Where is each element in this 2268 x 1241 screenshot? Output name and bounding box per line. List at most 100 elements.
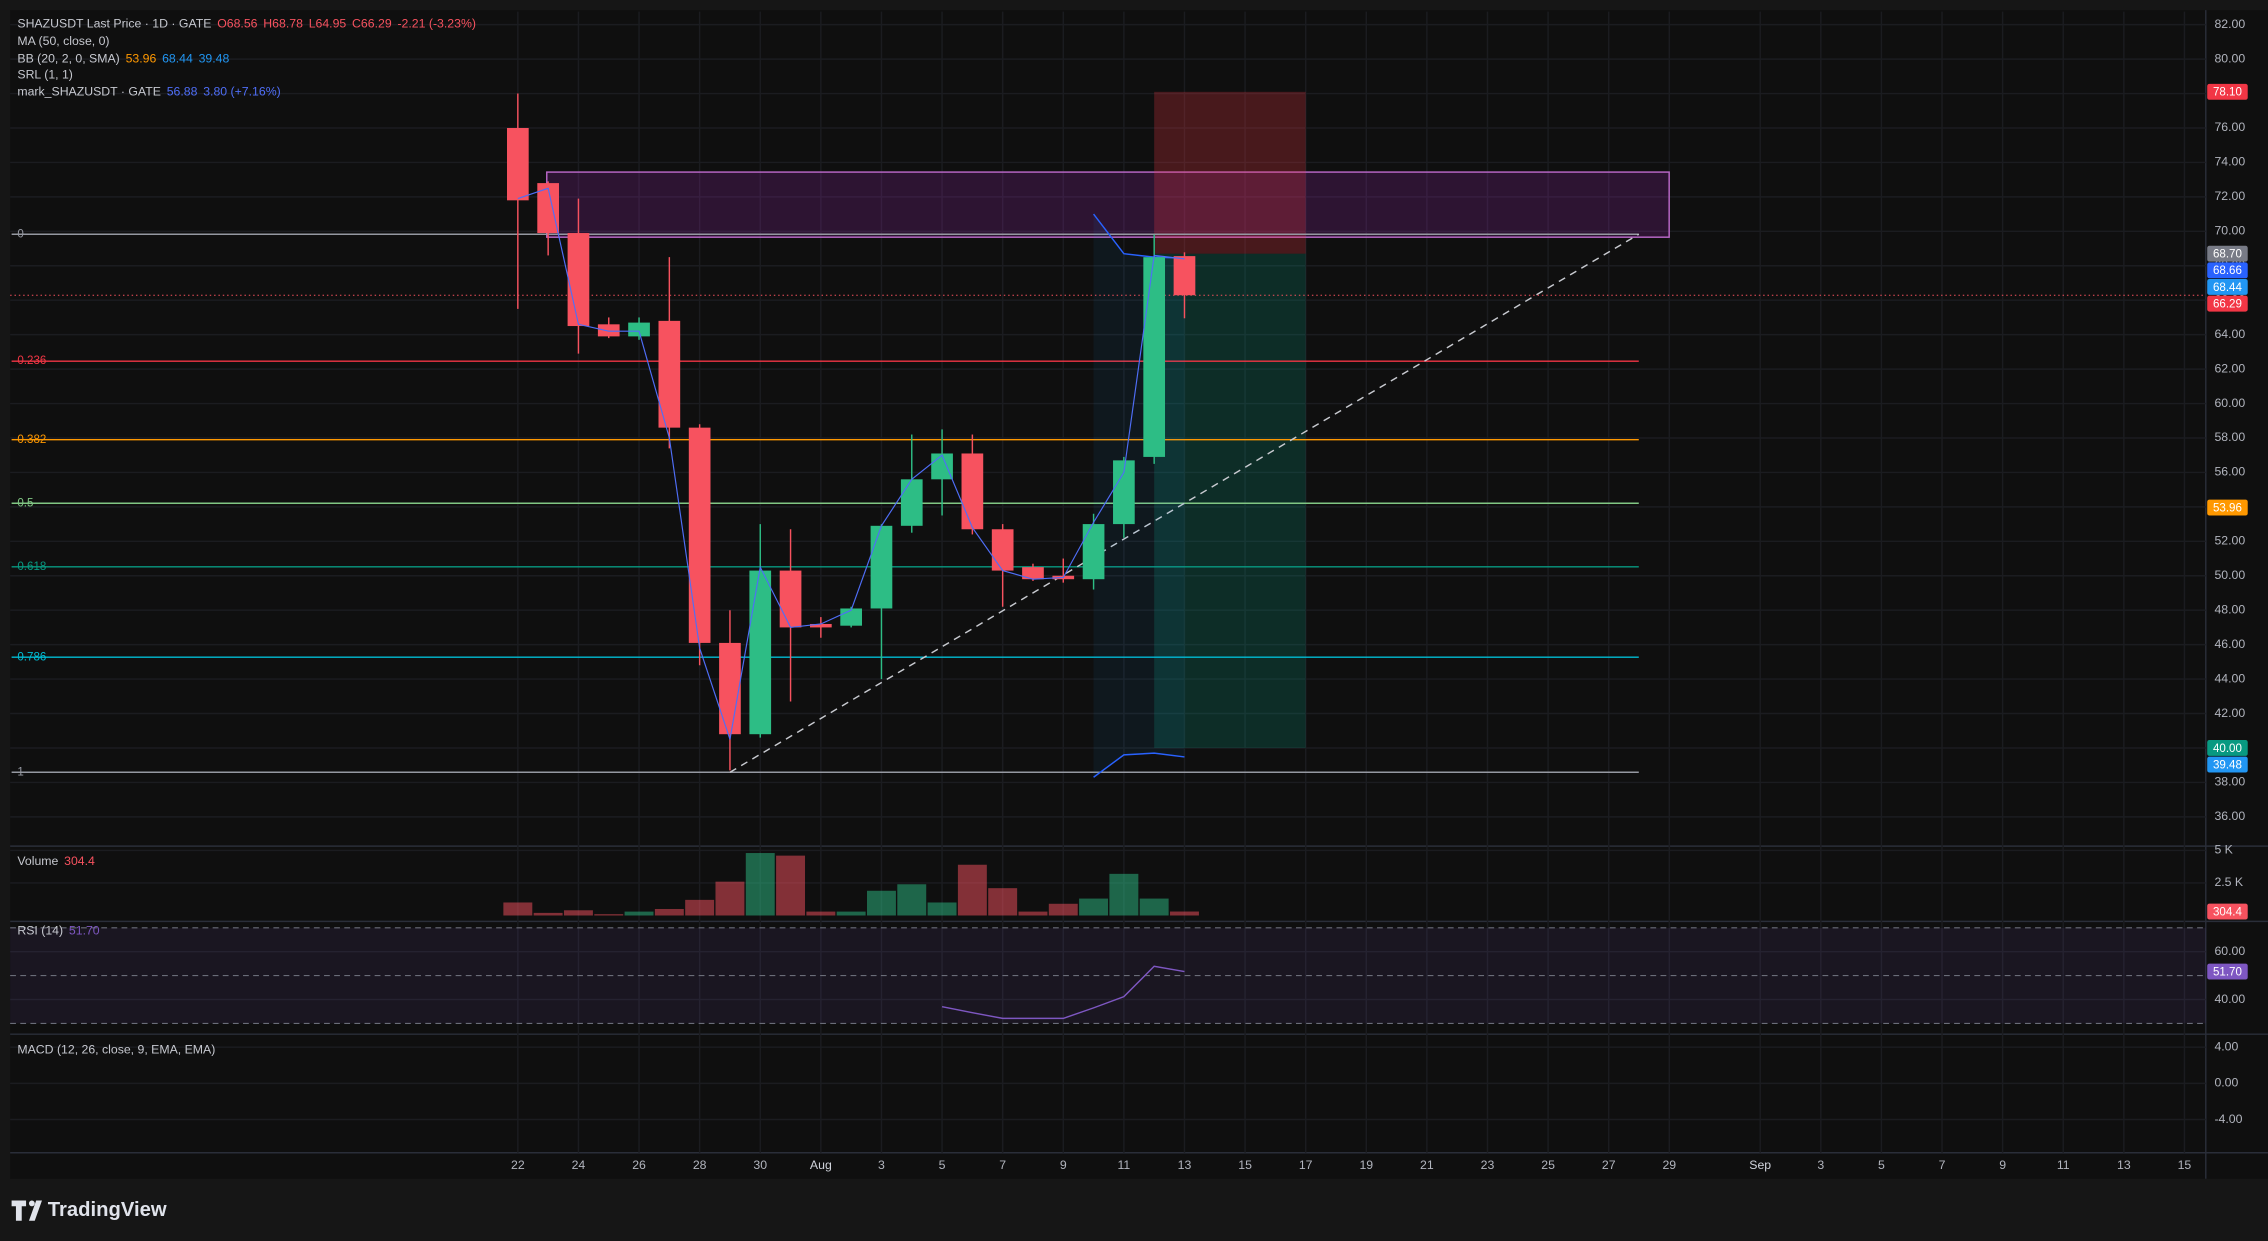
y-tick-label: 5 K	[2214, 843, 2233, 857]
bb-fill	[1093, 214, 1185, 778]
candle-body	[749, 570, 772, 735]
bb-lower	[1093, 752, 1185, 778]
x-tick-label: 26	[632, 1158, 646, 1172]
macd-legend: MACD (12, 26, close, 9, EMA, EMA)	[17, 1042, 215, 1056]
volume-bar	[745, 853, 775, 916]
candle-body	[931, 453, 953, 480]
y-tick-label: 56.00	[2214, 465, 2245, 479]
volume-bar	[1018, 911, 1048, 916]
rsi-legend: RSI (14) 51.70	[17, 924, 99, 938]
fib-label: 0.382	[17, 434, 46, 446]
ohlc: L64.95	[309, 17, 347, 31]
rsi-title: RSI (14)	[17, 924, 63, 938]
price-badge: 78.10	[2207, 83, 2248, 100]
fib-label: 0.786	[17, 651, 46, 663]
badge-label: 68.70	[2213, 248, 2242, 260]
price-badge: 304.4	[2207, 903, 2248, 920]
bb-value: 39.48	[199, 52, 230, 66]
chart-area	[10, 10, 2206, 1179]
candle-body	[1143, 257, 1166, 457]
candle-body	[1022, 567, 1044, 580]
y-tick-label: 0.00	[2214, 1076, 2238, 1090]
candle-body	[779, 570, 802, 628]
price-axis	[2205, 10, 2268, 1179]
mark-value: 3.80 (+7.16%)	[203, 85, 281, 99]
x-tick-label: 3	[1817, 1158, 1824, 1172]
volume-bar	[624, 911, 654, 916]
y-tick-label: 36.00	[2214, 809, 2245, 823]
price-badge: 53.96	[2207, 499, 2248, 516]
x-tick-label: 9	[1060, 1158, 1067, 1172]
price-badge: 68.44	[2207, 279, 2248, 295]
x-tick-label: 13	[2117, 1158, 2131, 1172]
candle-body	[597, 324, 620, 337]
y-tick-label: 40.00	[2214, 992, 2245, 1006]
y-tick-label: 44.00	[2214, 671, 2245, 685]
x-tick-label: 19	[1359, 1158, 1373, 1172]
y-tick-label: 70.00	[2214, 224, 2245, 238]
badge-label: 66.29	[2213, 298, 2242, 310]
x-tick-label: 22	[511, 1158, 525, 1172]
badge-label: 40.00	[2213, 743, 2242, 755]
candle-body	[1173, 256, 1196, 296]
ohlc: O68.56	[217, 17, 257, 31]
candle-body	[719, 642, 741, 735]
volume-bar	[866, 890, 896, 916]
candle-body	[810, 623, 832, 628]
y-tick-label: 80.00	[2214, 51, 2245, 65]
y-tick-label: 62.00	[2214, 361, 2245, 375]
badge-label: 68.44	[2213, 282, 2243, 294]
y-tick-label: 52.00	[2214, 534, 2245, 548]
volume-bar	[988, 888, 1018, 916]
fib-label: 0.618	[17, 561, 46, 573]
zone	[546, 171, 1670, 238]
y-tick-label: 4.00	[2214, 1039, 2238, 1053]
price-badge: 51.70	[2207, 963, 2248, 980]
badge-bg	[2207, 262, 2248, 279]
trend-line	[729, 233, 1640, 773]
fib-label: 0.5	[17, 497, 33, 509]
x-tick-label: 24	[572, 1158, 586, 1172]
badge-bg	[2207, 963, 2248, 980]
price-badge: 39.48	[2207, 756, 2248, 773]
volume-value: 304.4	[64, 854, 95, 868]
badge-bg	[2207, 295, 2248, 312]
badge-bg	[2207, 740, 2248, 756]
y-tick-label: 64.00	[2214, 327, 2245, 341]
bb-value: 53.96	[126, 52, 157, 66]
rsi-value: 51.70	[69, 924, 100, 938]
volume-bar	[957, 864, 987, 916]
x-tick-label: 25	[1541, 1158, 1555, 1172]
bb-legend: BB (20, 2, 0, SMA) 53.96 68.44 39.48	[17, 52, 229, 66]
candle-body	[688, 427, 711, 643]
candle-body	[658, 320, 681, 428]
y-tick-label: -4.00	[2214, 1112, 2242, 1126]
srl-legend: SRL (1, 1)	[17, 67, 73, 81]
badge-bg	[2207, 279, 2248, 295]
y-tick-label: 46.00	[2214, 637, 2245, 651]
mark-value: 56.88	[167, 85, 198, 99]
bb-name: BB (20, 2, 0, SMA)	[17, 52, 119, 66]
candle-body	[870, 525, 893, 609]
badge-label: 78.10	[2213, 87, 2242, 99]
x-tick-label: 17	[1299, 1158, 1313, 1172]
x-tick-label: 11	[2057, 1158, 2070, 1172]
volume-bar	[685, 899, 715, 916]
volume-bar	[836, 911, 866, 916]
volume-bar	[715, 881, 745, 916]
volume-bar	[1139, 898, 1169, 916]
target-zone	[1154, 253, 1306, 748]
volume-bar	[776, 855, 806, 916]
legend-line: SHAZUSDT Last Price · 1D · GATE O68.56 H68…	[17, 17, 476, 31]
brand: TradingView	[11, 1199, 167, 1221]
logo	[11, 1200, 42, 1221]
badge-bg	[2207, 903, 2248, 920]
volume-title: Volume	[17, 854, 58, 868]
y-tick-label: 82.00	[2214, 17, 2245, 31]
y-tick-label: 76.00	[2214, 120, 2245, 134]
ohlc: H68.78	[263, 17, 303, 31]
x-tick-label: 28	[693, 1158, 707, 1172]
x-tick-label: Sep	[1749, 1158, 1771, 1172]
badge-label: 39.48	[2213, 759, 2242, 771]
x-tick-label: 23	[1481, 1158, 1495, 1172]
